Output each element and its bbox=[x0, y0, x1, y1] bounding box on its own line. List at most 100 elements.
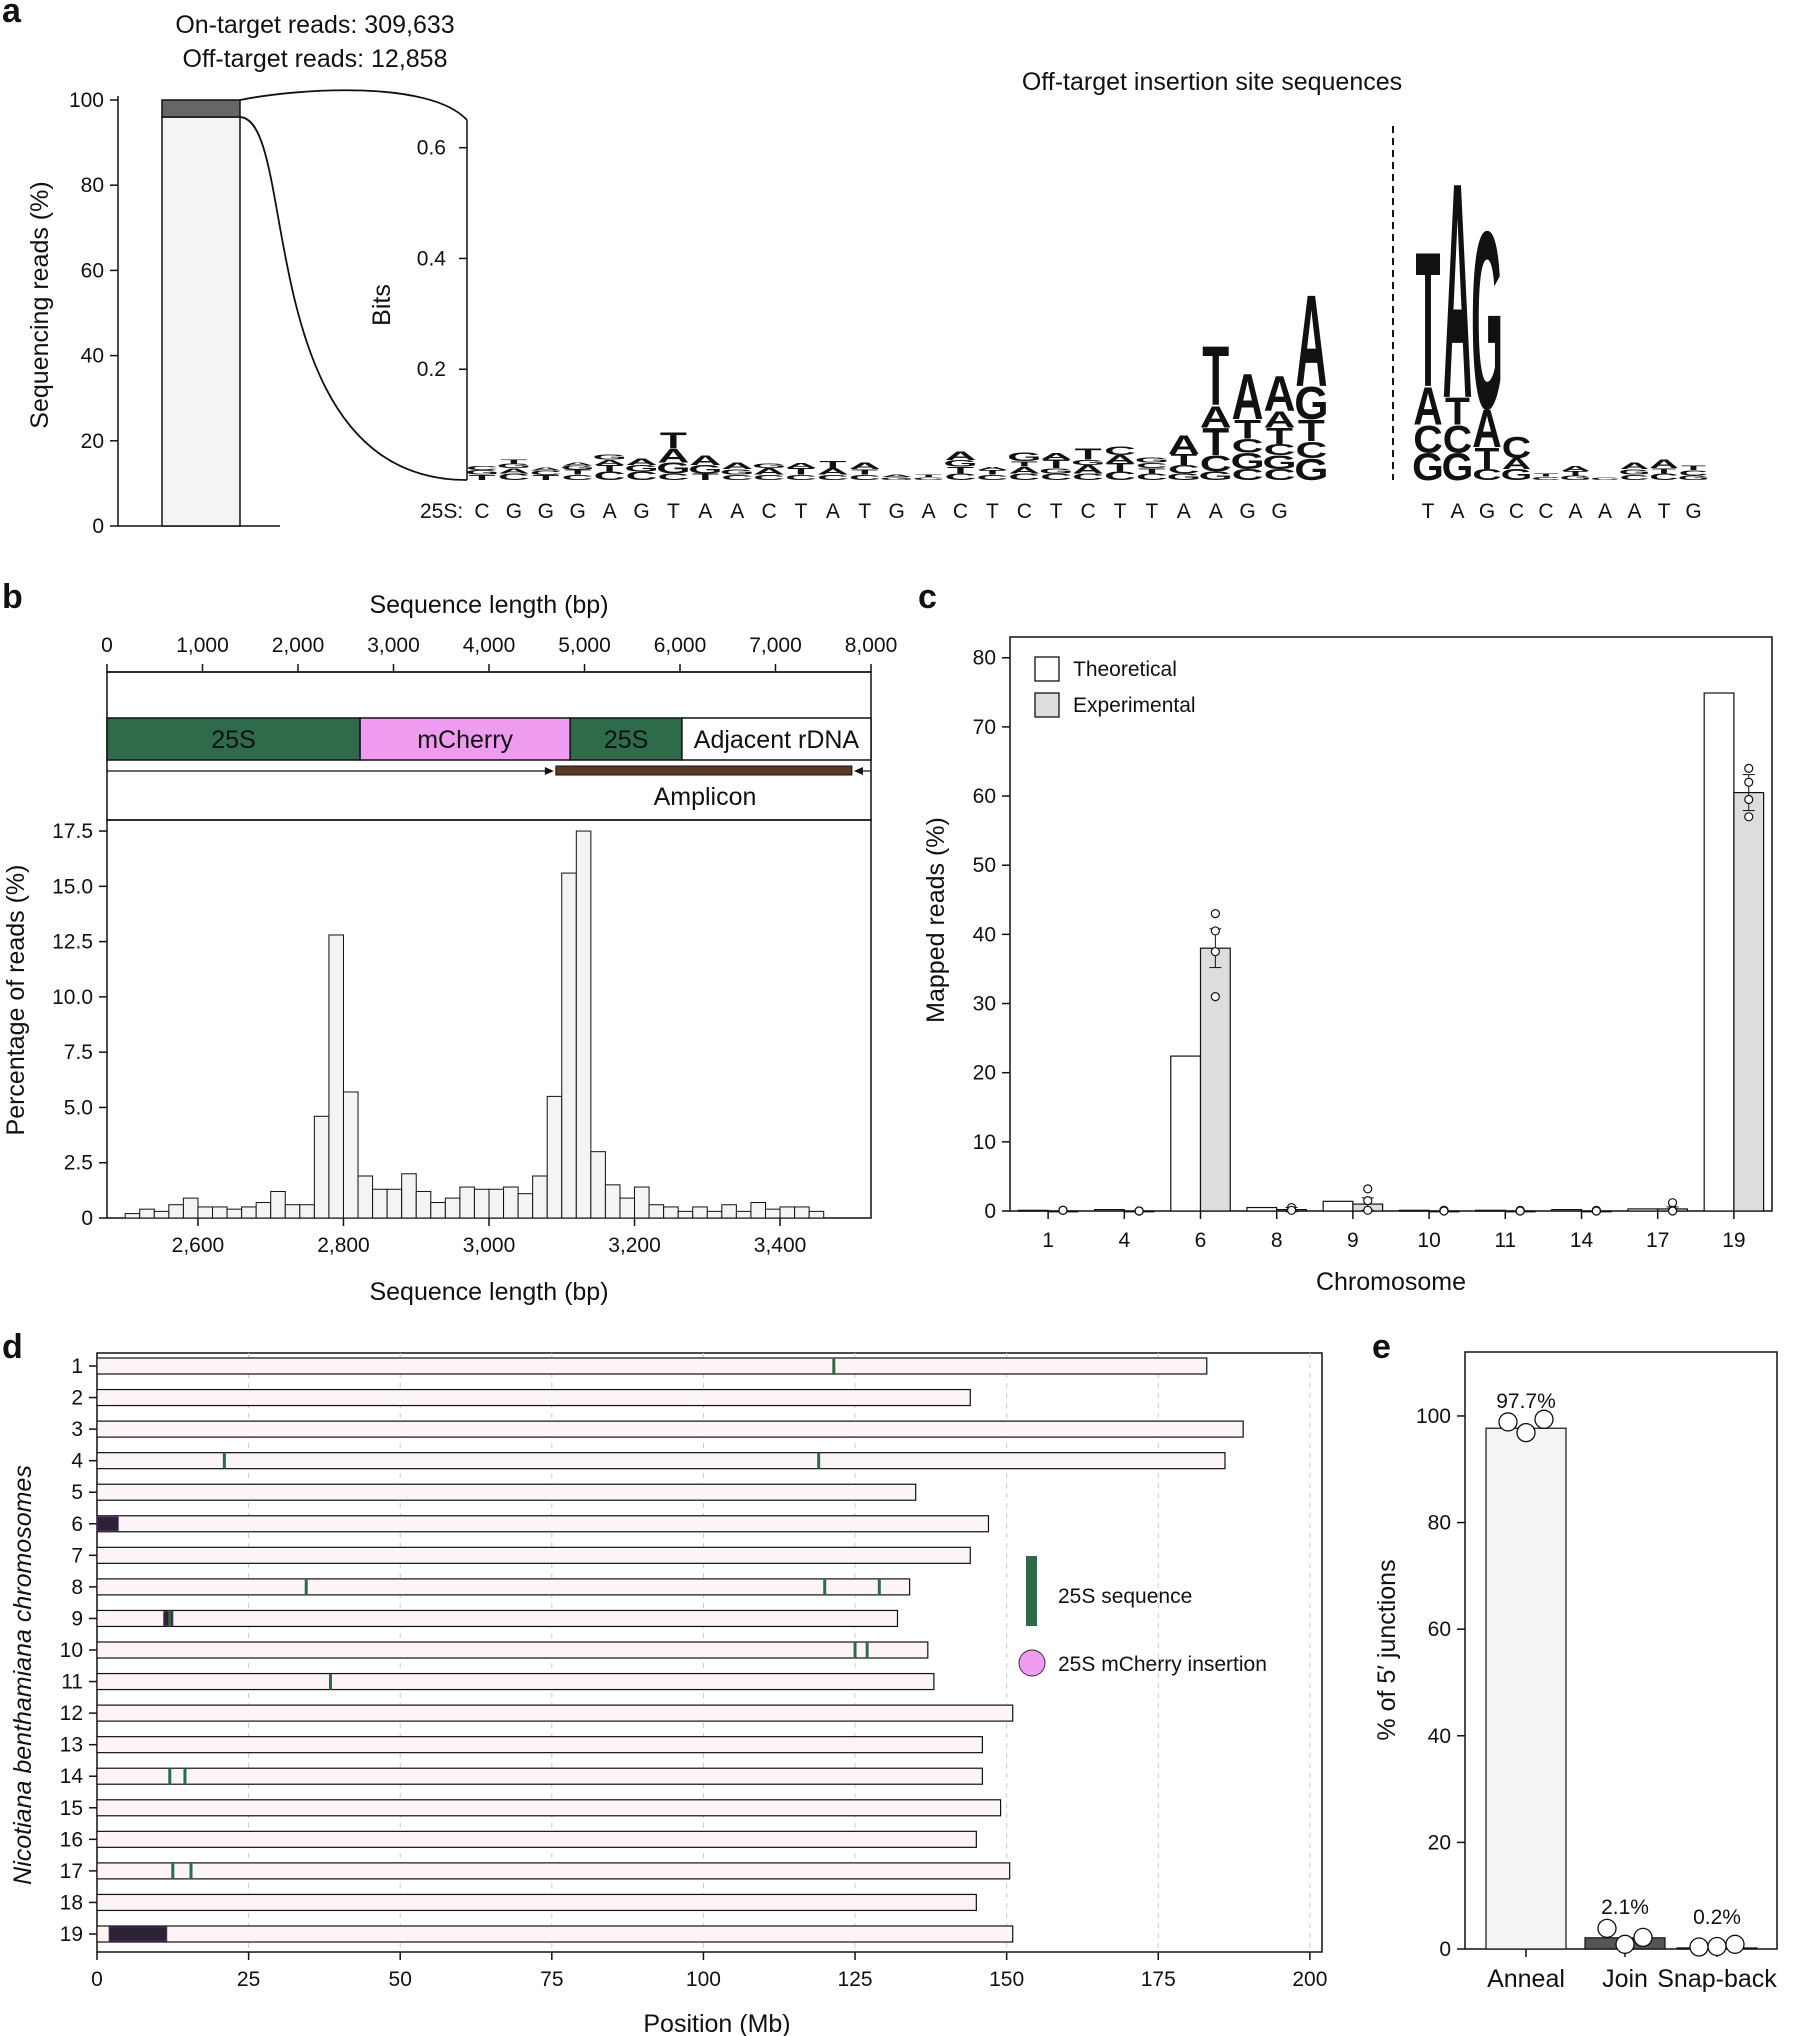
histogram-ytick-label: 0 bbox=[81, 1207, 93, 1230]
histogram-bar bbox=[401, 1173, 417, 1219]
left-logo-letter: C bbox=[913, 477, 945, 481]
reference-prefix: 25S: bbox=[420, 500, 463, 523]
chromosome-bar bbox=[96, 1830, 977, 1848]
histogram-bar bbox=[124, 1213, 141, 1219]
left-logo-letter: G bbox=[1071, 458, 1105, 467]
histogram-bar bbox=[779, 1206, 796, 1219]
right-reference-base: C bbox=[1509, 500, 1524, 523]
25s-site-mark bbox=[168, 1610, 172, 1627]
left-logo-letter: G bbox=[497, 462, 531, 469]
replicate-point bbox=[1744, 777, 1754, 787]
left-logo-letter: A bbox=[1104, 453, 1136, 466]
logo-ytick-label: 0.6 bbox=[417, 137, 446, 160]
construct-xtick-label: 7,000 bbox=[749, 634, 802, 657]
histogram-ytick-label: 17.5 bbox=[52, 820, 93, 843]
right-logo-letter: T bbox=[1652, 467, 1677, 476]
left-logo-letter: C bbox=[498, 472, 530, 482]
d-ylabel: Nicotiana benthamiana chromosomes bbox=[9, 1465, 37, 1885]
histogram-ytick-label: 15.0 bbox=[52, 875, 93, 898]
left-logo-letter: C bbox=[1104, 445, 1136, 458]
left-logo-letter: G bbox=[1167, 472, 1201, 482]
right-reference-base: T bbox=[1422, 500, 1435, 523]
right-logo-letter: C bbox=[1472, 466, 1501, 483]
left-logo-letter: C bbox=[1040, 472, 1072, 482]
left-logo-letter: T bbox=[1266, 424, 1294, 450]
chromosome-label: 11 bbox=[61, 1671, 83, 1694]
primer-forward-arrow bbox=[544, 767, 554, 775]
left-logo-letter: A bbox=[1264, 407, 1296, 433]
left-logo-letter: C bbox=[562, 473, 594, 482]
histogram-xtick-label: 3,000 bbox=[463, 1234, 516, 1257]
e-replicate-point bbox=[1725, 1934, 1745, 1954]
replicate-point bbox=[1363, 1205, 1373, 1215]
e-ytick-label: 100 bbox=[1416, 1405, 1451, 1428]
25s-site-mark bbox=[304, 1578, 308, 1595]
c-xtick-label: 6 bbox=[1195, 1229, 1207, 1252]
left-logo-letter: T bbox=[692, 472, 720, 482]
replicate-point bbox=[1058, 1205, 1068, 1215]
histogram-bar bbox=[604, 1184, 621, 1219]
left-reference-base: A bbox=[922, 500, 936, 523]
right-logo-letter: G bbox=[1471, 178, 1503, 463]
left-logo-letter: T bbox=[1075, 446, 1102, 463]
left-logo-letter: T bbox=[660, 428, 688, 454]
theoretical-bar bbox=[1474, 1209, 1506, 1212]
off-target-label: Off-target reads: 12,858 bbox=[183, 45, 448, 73]
left-logo-letter: A bbox=[689, 452, 721, 468]
left-reference-base: A bbox=[603, 500, 617, 523]
c-xtick-label: 11 bbox=[1494, 1229, 1516, 1252]
c-ytick-label: 30 bbox=[973, 993, 996, 1016]
histogram-bar bbox=[634, 1186, 650, 1219]
d-xtick-label: 100 bbox=[686, 1968, 721, 1991]
left-logo-letter: A bbox=[530, 466, 562, 471]
chromosome-label: 7 bbox=[71, 1544, 83, 1567]
histogram-bar bbox=[226, 1208, 243, 1219]
d-xtick-label: 25 bbox=[237, 1968, 260, 1991]
histogram-bar bbox=[706, 1210, 723, 1219]
25s-site-mark bbox=[823, 1578, 827, 1595]
d-xlabel: Position (Mb) bbox=[643, 2010, 790, 2036]
replicate-point bbox=[1210, 947, 1220, 957]
left-reference-base: A bbox=[1209, 500, 1223, 523]
histogram-bar bbox=[139, 1208, 155, 1219]
a-bar-ytick-label: 40 bbox=[81, 345, 104, 368]
zoom-curve-bottom bbox=[239, 116, 468, 481]
chromosome-label: 14 bbox=[60, 1765, 84, 1788]
right-logo-letter: C bbox=[1531, 476, 1561, 481]
left-logo-letter: T bbox=[1043, 457, 1070, 470]
e-bar bbox=[1485, 1427, 1567, 1950]
panel-letter-d: d bbox=[2, 1328, 23, 1366]
a-bar-ytick-label: 80 bbox=[81, 174, 104, 197]
replicate-point bbox=[1744, 812, 1754, 822]
right-logo-letter: C bbox=[1620, 473, 1649, 482]
histogram-bar bbox=[735, 1210, 752, 1219]
construct-segment-label: mCherry bbox=[417, 726, 513, 754]
left-logo-letter: T bbox=[947, 465, 975, 475]
left-logo-letter: T bbox=[596, 463, 624, 473]
c-xtick-label: 4 bbox=[1118, 1229, 1130, 1252]
chromosome-label: 9 bbox=[71, 1607, 83, 1630]
e-xtick-label: Join bbox=[1602, 1965, 1648, 1993]
on-target-label: On-target reads: 309,633 bbox=[175, 11, 454, 39]
histogram-bar bbox=[328, 934, 344, 1219]
legend-experimental: Experimental bbox=[1073, 694, 1196, 717]
replicate-point bbox=[1363, 1196, 1373, 1206]
histogram-bar bbox=[415, 1190, 432, 1219]
right-reference-base: G bbox=[1479, 500, 1495, 523]
right-logo-letter: G bbox=[1678, 475, 1710, 482]
histogram-bar bbox=[692, 1206, 708, 1219]
d-xtick-label: 50 bbox=[389, 1968, 412, 1991]
d-xtick-label: 125 bbox=[838, 1968, 873, 1991]
left-logo-letter: A bbox=[1168, 430, 1200, 460]
histogram-bar bbox=[721, 1204, 737, 1219]
left-logo-letter: G bbox=[720, 467, 754, 476]
rdna-cluster bbox=[163, 1610, 174, 1626]
histogram-bar bbox=[750, 1202, 766, 1219]
chromosome-bar bbox=[96, 1704, 1014, 1722]
replicate-point bbox=[1286, 1205, 1297, 1215]
left-logo-letter: A bbox=[562, 461, 594, 466]
construct-segment bbox=[106, 717, 361, 761]
e-ylabel: % of 5′ junctions bbox=[1373, 1559, 1401, 1740]
left-logo-letter: T bbox=[1011, 460, 1038, 469]
